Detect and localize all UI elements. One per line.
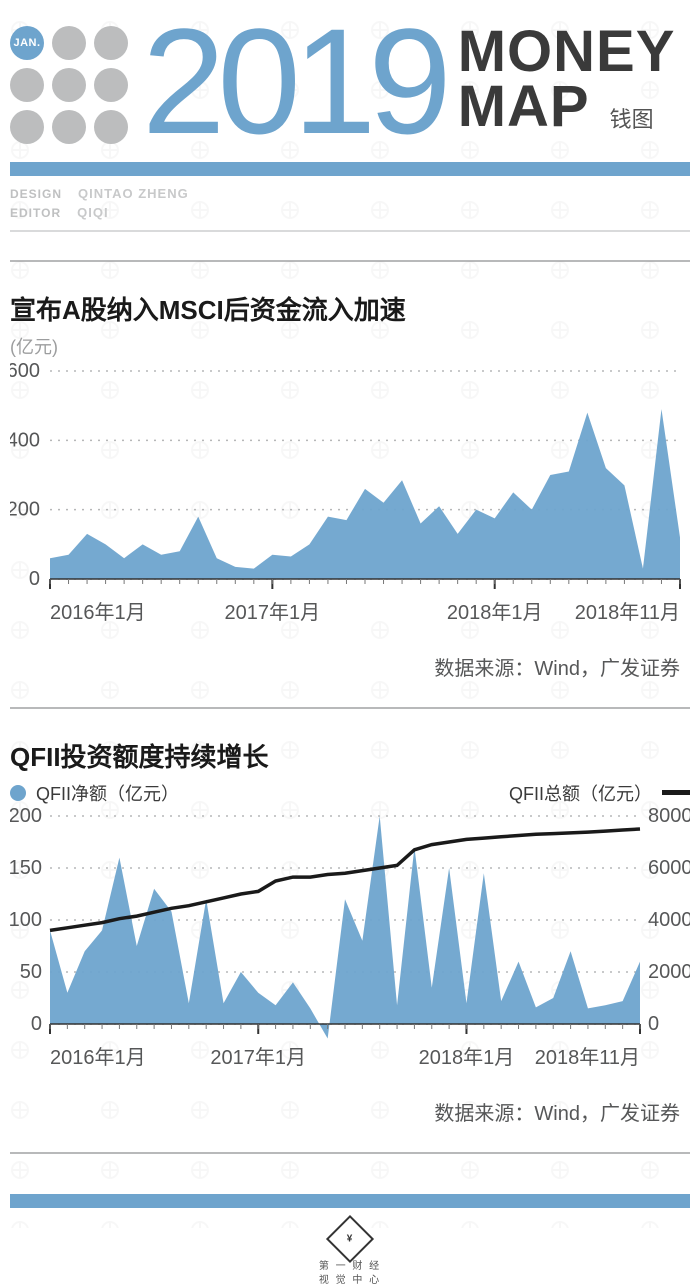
svg-text:200: 200 — [10, 498, 40, 520]
month-badge-label: JAN. — [10, 26, 44, 60]
svg-text:100: 100 — [10, 909, 42, 931]
svg-text:400: 400 — [10, 429, 40, 451]
svg-text:0: 0 — [31, 1013, 42, 1035]
month-dot-grid: JAN. — [10, 18, 128, 144]
chart1-section: 宣布A股纳入MSCI后资金流入加速 (亿元) 0 200 400 600 2016年1月… — [0, 290, 700, 681]
chart2-svg: 050100150200020004000600080002016年1月2017… — [10, 808, 690, 1078]
chart2-section: QFII投资额度持续增长 QFII净额（亿元） QFII总额（亿元） 0 50 10… — [0, 737, 700, 1126]
svg-text:2018年11月: 2018年11月 — [535, 1046, 640, 1069]
svg-text:0: 0 — [648, 1013, 659, 1035]
svg-text:50: 50 — [20, 961, 42, 983]
footer-blue-bar — [10, 1194, 690, 1208]
credits: DESIGN QINTAO ZHENG EDITOR QIQI — [10, 176, 690, 232]
svg-text:2018年1月: 2018年1月 — [447, 601, 543, 624]
legend-line-label: QFII总额（亿元） — [509, 780, 652, 806]
legend-area-icon — [10, 785, 26, 801]
section-divider-2 — [10, 707, 690, 709]
chart2-legend: QFII净额（亿元） QFII总额（亿元） — [10, 780, 690, 806]
chart1-source: 数据来源：Wind，广发证券 — [10, 652, 680, 681]
svg-text:2018年11月: 2018年11月 — [575, 601, 680, 624]
legend-line-icon — [662, 790, 690, 795]
footer-logo: ¥ 第 一 财 经视 觉 中 心 — [0, 1222, 700, 1288]
svg-text:2016年1月: 2016年1月 — [50, 601, 146, 624]
title-line2: MAP — [458, 79, 590, 134]
svg-text:0: 0 — [29, 568, 40, 590]
footer-logo-caption: 第 一 财 经视 觉 中 心 — [319, 1260, 381, 1288]
editor-label: EDITOR — [10, 206, 61, 220]
subtitle: 钱图 — [610, 102, 654, 134]
section-divider-1 — [10, 260, 690, 262]
svg-text:2018年1月: 2018年1月 — [419, 1046, 515, 1069]
chart1-title: 宣布A股纳入MSCI后资金流入加速 — [10, 290, 690, 327]
svg-text:150: 150 — [10, 857, 42, 879]
svg-text:2017年1月: 2017年1月 — [225, 601, 321, 624]
legend-area-label: QFII净额（亿元） — [36, 780, 179, 806]
month-badge: JAN. — [10, 26, 44, 60]
svg-text:200: 200 — [10, 808, 42, 827]
header: JAN. 2019 MONEY MAP 钱图 DESIGN QINTAO ZHEN… — [0, 0, 700, 232]
editor-name: QIQI — [77, 205, 108, 220]
chart2-source: 数据来源：Wind，广发证券 — [10, 1097, 680, 1126]
section-divider-3 — [10, 1152, 690, 1154]
title-block: MONEY MAP 钱图 — [458, 18, 676, 134]
svg-text:600: 600 — [10, 363, 40, 382]
svg-text:4000: 4000 — [648, 909, 690, 931]
svg-text:2016年1月: 2016年1月 — [50, 1046, 146, 1069]
svg-text:6000: 6000 — [648, 857, 690, 879]
year-heading: 2019 — [142, 18, 444, 146]
title-line1: MONEY — [458, 24, 676, 79]
svg-text:2000: 2000 — [648, 961, 690, 983]
chart1-unit: (亿元) — [10, 333, 690, 359]
chart1-svg: 0 200 400 600 2016年1月 2017年1月 2018年1月 2018年11月 — [10, 363, 690, 633]
design-label: DESIGN — [10, 187, 62, 201]
svg-text:2017年1月: 2017年1月 — [210, 1046, 306, 1069]
design-name: QINTAO ZHENG — [78, 186, 189, 201]
chart2-title: QFII投资额度持续增长 — [10, 737, 690, 774]
svg-text:8000: 8000 — [648, 808, 690, 827]
